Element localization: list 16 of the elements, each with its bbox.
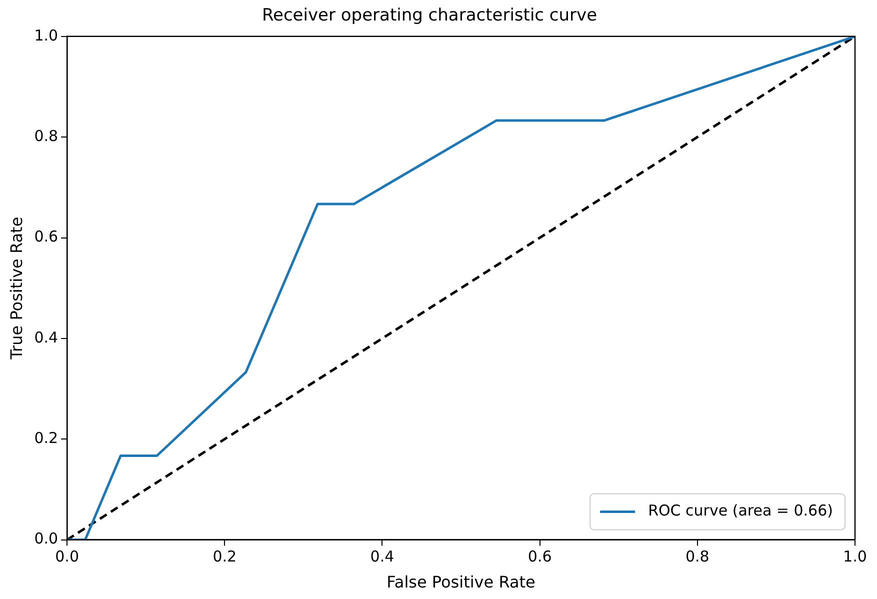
y-tick-label: 1.0 bbox=[34, 26, 58, 44]
y-tick-label: 0.0 bbox=[34, 530, 58, 548]
x-tick-label: 0.8 bbox=[685, 548, 710, 566]
y-tick-label: 0.2 bbox=[34, 429, 58, 448]
x-tick-label: 0.2 bbox=[212, 548, 237, 566]
x-axis-title: False Positive Rate bbox=[386, 572, 536, 592]
chart-title: Receiver operating characteristic curve bbox=[262, 6, 598, 26]
x-tick-label: 1.0 bbox=[843, 548, 867, 566]
y-axis-title: True Positive Rate bbox=[6, 216, 26, 360]
x-tick-label: 0.6 bbox=[528, 548, 552, 566]
x-tick-label: 0.4 bbox=[370, 548, 394, 566]
y-tick-label: 0.6 bbox=[34, 228, 58, 246]
legend-label: ROC curve (area = 0.66) bbox=[648, 502, 833, 520]
y-tick-label: 0.8 bbox=[34, 126, 58, 145]
y-tick-label: 0.4 bbox=[34, 328, 58, 346]
x-tick-label: 0.0 bbox=[55, 548, 79, 566]
